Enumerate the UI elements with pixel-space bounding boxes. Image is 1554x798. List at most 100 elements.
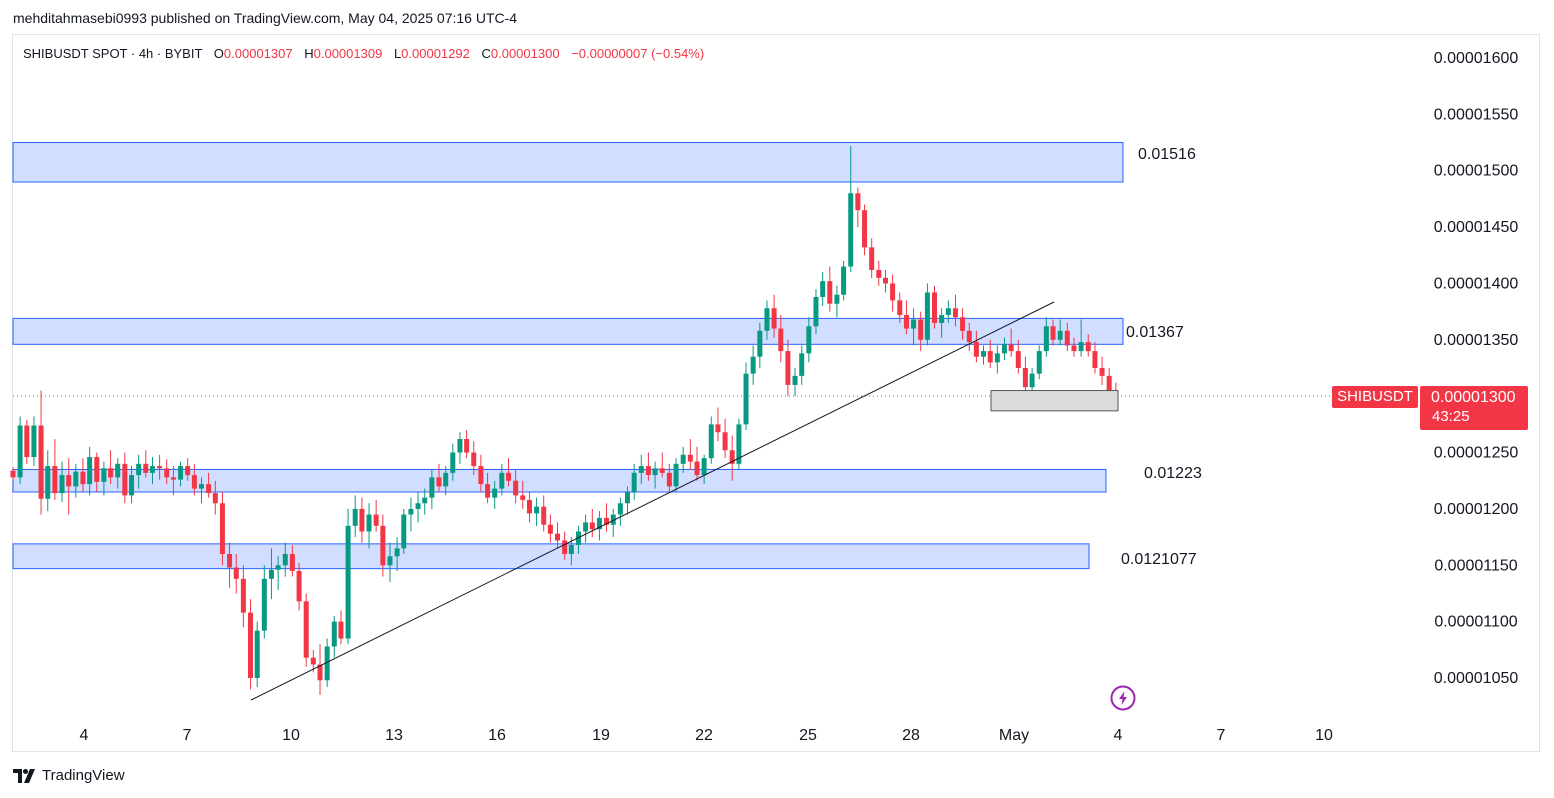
candle-body (115, 463, 121, 478)
candle-body (932, 292, 938, 323)
tradingview-brand[interactable]: TradingView (13, 767, 125, 784)
candle-body (939, 315, 945, 323)
legend-close-label: C (481, 46, 491, 61)
last-price-badge: 0.00001300 43:25 (1420, 386, 1528, 430)
candle-body (799, 353, 805, 376)
y-tick-label: 0.00001350 (1434, 332, 1519, 349)
candle-body (157, 466, 163, 469)
candle-body (66, 475, 72, 487)
candle-body (589, 522, 595, 530)
consolidation-box (990, 390, 1119, 412)
x-tick-label: 25 (799, 727, 817, 744)
candle-body (771, 308, 777, 329)
candle-body (1099, 368, 1105, 376)
candle-body (841, 266, 847, 295)
candle-body (450, 452, 456, 473)
candle-body (1064, 330, 1070, 346)
candle-body (715, 424, 721, 433)
x-tick-label: 7 (183, 727, 192, 744)
candle-body (785, 351, 791, 385)
candle-body (478, 466, 484, 485)
candle-body (911, 319, 917, 329)
support-resistance-zone (12, 468, 1107, 493)
candle-body (185, 466, 191, 476)
candle-body (240, 578, 246, 613)
candle-body (331, 621, 337, 647)
candle-body (848, 193, 854, 267)
candle-body (94, 457, 100, 482)
candle-body (778, 328, 784, 352)
lightning-icon[interactable] (1110, 685, 1136, 711)
candle-body (324, 646, 330, 681)
candle-body (345, 525, 351, 639)
y-tick-label: 0.00001100 (1434, 614, 1517, 631)
x-tick-label: 7 (1217, 727, 1226, 744)
candle-body (212, 493, 218, 504)
candle-body (485, 484, 491, 498)
candle-body (415, 503, 421, 509)
candle-body (254, 630, 260, 678)
candle-body (31, 425, 37, 458)
candle-body (436, 477, 442, 487)
candle-body (198, 484, 204, 489)
candle-body (534, 506, 540, 514)
candle-body (645, 466, 651, 476)
x-tick-label: 22 (695, 727, 713, 744)
candle-body (541, 506, 547, 525)
candle-body (191, 475, 197, 489)
legend-low-label: L (393, 46, 402, 61)
candle-body (876, 269, 882, 278)
candle-body (1078, 342, 1084, 352)
legend-open-label: O (213, 46, 224, 61)
candle-body (122, 463, 128, 496)
candle-body (897, 300, 903, 316)
candle-body (101, 468, 107, 482)
candle-body (1071, 345, 1077, 352)
tradingview-logo-icon (13, 768, 37, 783)
candle-body (506, 472, 512, 481)
candle-body (903, 315, 909, 329)
y-tick-label: 0.00001450 (1434, 219, 1519, 236)
candle-body (973, 342, 979, 357)
candle-body (604, 517, 610, 525)
candle-body (583, 522, 589, 532)
x-tick-label: 13 (385, 727, 403, 744)
candle-body (736, 424, 742, 464)
candle-body (373, 514, 379, 526)
candle-body (422, 497, 428, 504)
candle-body (206, 484, 212, 494)
x-tick-label: 10 (282, 727, 300, 744)
candle-body (24, 425, 30, 458)
candle-body (813, 296, 819, 327)
candle-body (820, 281, 826, 297)
candle-body (960, 317, 966, 331)
candle-body (981, 351, 987, 357)
candle-body (708, 424, 714, 459)
candle-body (380, 525, 386, 566)
candle-body (73, 471, 79, 487)
candle-body (1029, 373, 1035, 388)
y-tick-label: 0.00001200 (1434, 501, 1519, 518)
candle-body (883, 277, 889, 284)
last-price: 0.00001300 (1431, 389, 1516, 406)
candle-body (994, 353, 1000, 363)
candle-body (555, 533, 561, 541)
bar-countdown: 43:25 (1432, 408, 1470, 425)
candle-body (924, 292, 930, 340)
candle-body (296, 570, 302, 602)
candle-body (310, 657, 316, 665)
candle-body (394, 548, 400, 557)
legend-low: 0.00001292 (401, 46, 470, 61)
candle-body (568, 544, 574, 554)
candle-body (918, 319, 924, 340)
candle-body (164, 468, 170, 478)
candle-body (638, 466, 644, 473)
candle-body (45, 466, 51, 499)
candle-body (1043, 326, 1049, 352)
candle-body (338, 621, 344, 639)
zone-label-1: 0.01516 (1138, 146, 1196, 163)
candle-body (499, 472, 505, 489)
zone-label-2: 0.01367 (1126, 324, 1184, 341)
candle-body (282, 554, 288, 566)
